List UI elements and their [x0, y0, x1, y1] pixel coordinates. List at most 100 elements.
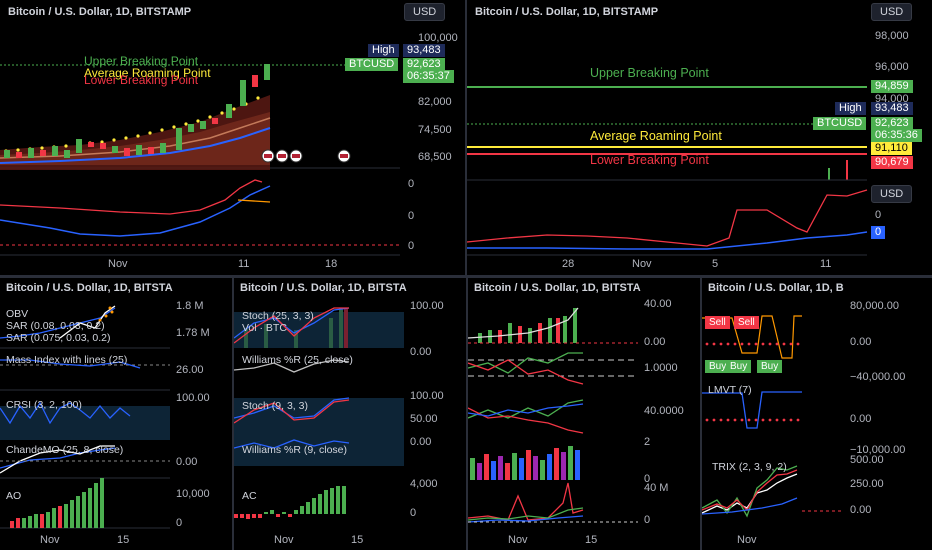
- buy-chip: Buy: [705, 360, 731, 373]
- axis-label: 0.00: [850, 504, 872, 516]
- axis-label: 1.8 M: [176, 300, 204, 312]
- lower-blue-line: [467, 231, 868, 250]
- average-roaming-label: Average Roaming Point: [84, 66, 211, 80]
- currency-selector[interactable]: USD: [871, 185, 913, 203]
- pane-separator[interactable]: [465, 0, 467, 275]
- axis-label: 0.00: [850, 413, 872, 425]
- pane-separator[interactable]: [0, 275, 932, 278]
- price-axis-label: 100,000: [418, 32, 458, 44]
- time-axis-label: 11: [820, 258, 832, 270]
- axis-label: 0: [176, 517, 183, 529]
- ac-histogram: [234, 486, 346, 519]
- chart-title: Bitcoin / U.S. Dollar, 1D, BITSTA: [6, 282, 173, 294]
- high-label-tag: High: [368, 44, 399, 57]
- main-chart-canvas: [0, 64, 400, 256]
- axis-label: 26.00: [176, 364, 204, 376]
- chart-title: Bitcoin / U.S. Dollar, 1D, B: [708, 282, 844, 294]
- indicator-pane-2[interactable]: Bitcoin / U.S. Dollar, 1D, BITSTA Stoch …: [234, 278, 466, 550]
- axis-label: 10,000: [176, 488, 210, 500]
- axis-label: 0: [410, 507, 417, 519]
- axis-label: 0: [644, 514, 651, 526]
- indicator-label: SAR (0.08, 0.03, 0.2): [6, 320, 105, 332]
- indicator-label: SAR (0.075, 0.03, 0.2): [6, 332, 111, 344]
- pane-separator[interactable]: [466, 278, 468, 550]
- price-axis-label: 68,500: [418, 151, 452, 163]
- axis-label: 0.00: [410, 346, 432, 358]
- indicator-label: Williams %R (25, close): [242, 354, 353, 366]
- time-axis-label: Nov: [632, 258, 652, 270]
- ao-histogram: [10, 478, 104, 528]
- indicator-pane-3[interactable]: Bitcoin / U.S. Dollar, 1D, BITSTA 40.00 …: [468, 278, 700, 550]
- lower-blue-line: [0, 185, 271, 237]
- indicator-pane-1[interactable]: Bitcoin / U.S. Dollar, 1D, BITSTA OBV SA…: [0, 278, 232, 550]
- indicator-label: AC: [242, 490, 257, 502]
- indicator-label: LMVT (7): [708, 384, 752, 396]
- time-axis-label: 28: [562, 258, 575, 270]
- upper-value-tag: 94,859: [871, 80, 913, 93]
- average-value-tag: 91,110: [871, 142, 912, 155]
- price-axis-label: 82,000: [418, 96, 452, 108]
- high-value-tag: 93,483: [403, 44, 445, 57]
- main-chart-pane[interactable]: Bitcoin / U.S. Dollar, 1D, BITSTAMP USD …: [0, 0, 465, 275]
- axis-label: 40.00: [644, 298, 672, 310]
- indicator-label: TRIX (2, 3, 9, 2): [712, 461, 787, 473]
- right-chart-pane[interactable]: Bitcoin / U.S. Dollar, 1D, BITSTAMP USD …: [467, 0, 932, 275]
- time-axis-label: 5: [712, 258, 719, 270]
- axis-label: 0: [644, 473, 651, 485]
- currency-selector[interactable]: USD: [871, 3, 913, 21]
- upper-breaking-label: Upper Breaking Point: [84, 54, 199, 68]
- right-chart-canvas: [467, 86, 868, 256]
- axis-label: 80,000.00: [850, 300, 899, 312]
- indicator-canvas: [0, 305, 170, 529]
- indicator-label: Vol · BTC: [242, 322, 287, 334]
- candles: [4, 64, 270, 158]
- chart-title: Bitcoin / U.S. Dollar, 1D, BITSTAMP: [475, 6, 659, 18]
- axis-label: 40.0000: [644, 405, 684, 417]
- lower-axis-label: 0: [408, 210, 415, 222]
- countdown-tag: 06:35:37: [403, 70, 454, 83]
- indicator-label: Stoch (25, 3, 3): [242, 310, 314, 322]
- time-axis-label: Nov: [737, 534, 757, 546]
- symbol-tag: BTCUSD: [813, 117, 867, 130]
- time-axis-label: Nov: [274, 534, 294, 546]
- time-axis-label: Nov: [40, 534, 60, 546]
- axis-label: −10,000.00: [850, 444, 906, 456]
- pane-separator[interactable]: [232, 278, 234, 550]
- indicator-pane-4[interactable]: Bitcoin / U.S. Dollar, 1D, B Sell Sell B…: [702, 278, 932, 550]
- indicator-label: ChandeMO (25, 8, close): [6, 444, 124, 456]
- axis-label: 100.00: [410, 390, 444, 402]
- axis-label: 100.00: [410, 300, 444, 312]
- indicator-label: Williams %R (9, close): [242, 444, 348, 456]
- axis-label: 500.00: [850, 454, 884, 466]
- time-axis-label: 15: [117, 534, 130, 546]
- indicator-canvas: [468, 307, 638, 523]
- axis-label: 50.00: [410, 413, 438, 425]
- axis-label: 40 M: [644, 482, 669, 494]
- countdown-tag: 06:35:36: [871, 129, 922, 142]
- lower-axis-label: 0: [875, 209, 882, 221]
- chart-title: Bitcoin / U.S. Dollar, 1D, BITSTA: [474, 282, 641, 294]
- axis-label: 1.78 M: [176, 327, 210, 339]
- chart-title: Bitcoin / U.S. Dollar, 1D, BITSTA: [240, 282, 407, 294]
- lower-red-line: [467, 189, 868, 247]
- ribbon-line: [0, 117, 271, 159]
- lower-breaking-label: Lower Breaking Point: [84, 73, 199, 87]
- time-axis-label: 18: [325, 258, 338, 270]
- chart-title: Bitcoin / U.S. Dollar, 1D, BITSTAMP: [8, 6, 192, 18]
- time-axis-label: Nov: [108, 258, 128, 270]
- time-axis-label: 15: [351, 534, 364, 546]
- axis-label: 0.00: [850, 336, 872, 348]
- sell-chip: Sell: [734, 316, 759, 329]
- indicator-label: OBV: [6, 308, 29, 320]
- high-label-tag: High: [835, 102, 866, 115]
- currency-selector[interactable]: USD: [404, 3, 446, 21]
- lower-axis-label: 0: [408, 178, 415, 190]
- axis-label: 0.00: [410, 436, 432, 448]
- axis-label: 100.00: [176, 392, 210, 404]
- axis-label: 250.00: [850, 478, 884, 490]
- axis-label: 0.00: [176, 456, 198, 468]
- bar-series: [470, 446, 580, 480]
- pane-separator[interactable]: [700, 278, 702, 550]
- indicator-label: CRSI (3, 2, 100): [6, 399, 82, 411]
- price-axis-label: 74,500: [418, 124, 452, 136]
